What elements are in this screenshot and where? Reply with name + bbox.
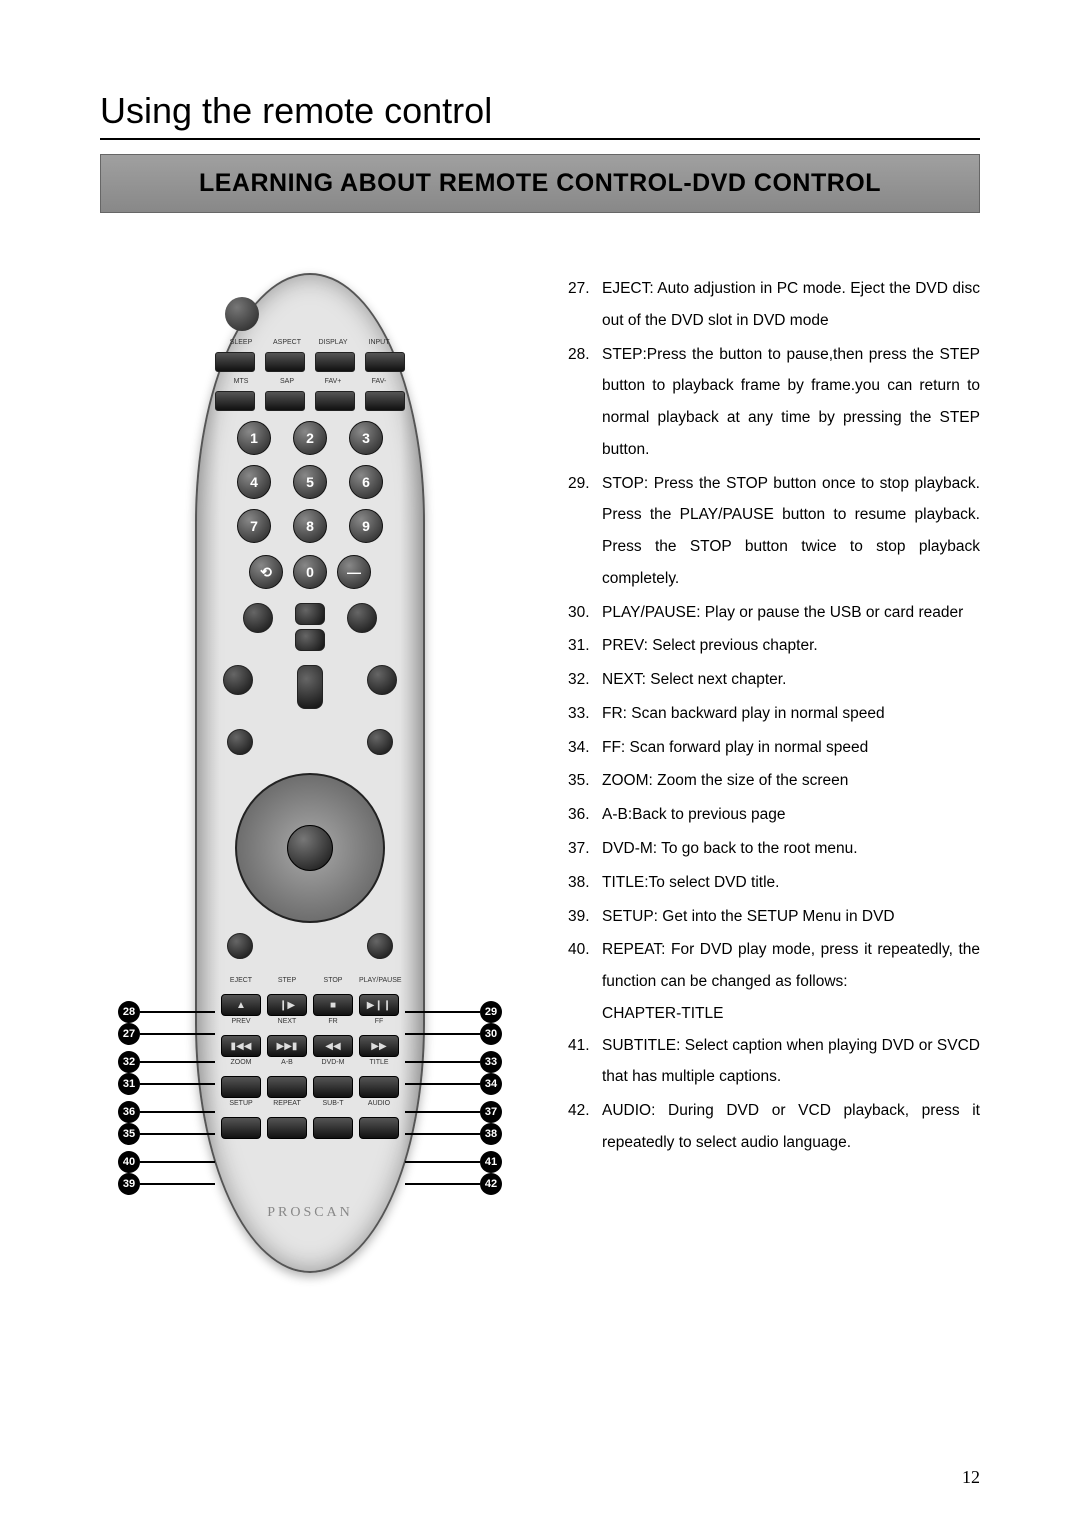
- dvd-title: [359, 1076, 399, 1098]
- sound-button: [347, 603, 377, 633]
- description-item: FR: Scan backward play in normal speed: [568, 698, 980, 730]
- callout-28: 28: [118, 1001, 140, 1023]
- callout-27: 27: [118, 1023, 140, 1045]
- description-item: SETUP: Get into the SETUP Menu in DVD: [568, 901, 980, 933]
- ch-down: [295, 629, 325, 651]
- description-item: PREV: Select previous chapter.: [568, 630, 980, 662]
- dvd-zoom: [221, 1076, 261, 1098]
- description-item: EJECT: Auto adjustion in PC mode. Eject …: [568, 273, 980, 337]
- ch-up: [295, 603, 325, 625]
- dvd-audio: [359, 1117, 399, 1139]
- callout-33: 33: [480, 1051, 502, 1073]
- vol-rocker: [297, 665, 323, 709]
- description-item: NEXT: Select next chapter.: [568, 664, 980, 696]
- callout-40: 40: [118, 1151, 140, 1173]
- description-item: PLAY/PAUSE: Play or pause the USB or car…: [568, 597, 980, 629]
- description-item: REPEAT: For DVD play mode, press it repe…: [568, 934, 980, 998]
- dvd-subt: [313, 1117, 353, 1139]
- numpad-2: 2: [293, 421, 327, 455]
- dvd-repeat: [267, 1117, 307, 1139]
- freeze-button: [223, 665, 253, 695]
- callout-34: 34: [480, 1073, 502, 1095]
- dvd-stop: ■: [313, 994, 353, 1016]
- numpad-aux: —: [337, 555, 371, 589]
- remote-diagram: SLEEPASPECTDISPLAYINPUT MTSSAPFAV+FAV- 1…: [195, 273, 425, 1273]
- dvd-step: ❙▶: [267, 994, 307, 1016]
- rect-button: [315, 391, 355, 411]
- callout-30: 30: [480, 1023, 502, 1045]
- mute-button: [367, 665, 397, 695]
- description-item: FF: Scan forward play in normal speed: [568, 732, 980, 764]
- numpad-5: 5: [293, 465, 327, 499]
- description-item: TITLE:To select DVD title.: [568, 867, 980, 899]
- callout-41: 41: [480, 1151, 502, 1173]
- rect-button: [215, 352, 255, 372]
- numpad-4: 4: [237, 465, 271, 499]
- dvd-prev: ▮◀◀: [221, 1035, 261, 1057]
- dvd-setup: [221, 1117, 261, 1139]
- power-button: [225, 297, 259, 331]
- rect-button: [265, 352, 305, 372]
- numpad-3: 3: [349, 421, 383, 455]
- rect-button: [365, 352, 405, 372]
- callout-36: 36: [118, 1101, 140, 1123]
- callout-38: 38: [480, 1123, 502, 1145]
- callout-31: 31: [118, 1073, 140, 1095]
- callout-32: 32: [118, 1051, 140, 1073]
- description-item: SUBTITLE: Select caption when playing DV…: [568, 1030, 980, 1094]
- callout-42: 42: [480, 1173, 502, 1195]
- rect-button: [315, 352, 355, 372]
- rect-button: [365, 391, 405, 411]
- rect-button: [265, 391, 305, 411]
- dvd-section: EJECTSTEPSTOPPLAY/PAUSE ▲❙▶■▶❙❙ PREVNEXT…: [213, 977, 407, 1139]
- numpad-8: 8: [293, 509, 327, 543]
- description-list: EJECT: Auto adjustion in PC mode. Eject …: [568, 273, 980, 1159]
- menu-button: [367, 933, 393, 959]
- description-item: STOP: Press the STOP button once to stop…: [568, 468, 980, 595]
- description-item: ZOOM: Zoom the size of the screen: [568, 765, 980, 797]
- brand-label: PROSCAN: [197, 1205, 423, 1221]
- callout-35: 35: [118, 1123, 140, 1145]
- dvd-fr: ◀◀: [313, 1035, 353, 1057]
- vol-down: [243, 603, 273, 633]
- numpad-9: 9: [349, 509, 383, 543]
- description-item: STEP:Press the button to pause,then pres…: [568, 339, 980, 466]
- rect-button: [215, 391, 255, 411]
- content-area: SLEEPASPECTDISPLAYINPUT MTSSAPFAV+FAV- 1…: [100, 273, 980, 1273]
- description-item: A-B:Back to previous page: [568, 799, 980, 831]
- numpad-6: 6: [349, 465, 383, 499]
- epg-button: [227, 729, 253, 755]
- dvd-playpause: ▶❙❙: [359, 994, 399, 1016]
- description-subline: CHAPTER-TITLE: [568, 998, 980, 1030]
- section-banner: LEARNING ABOUT REMOTE CONTROL-DVD CONTRO…: [100, 154, 980, 213]
- dvd-ff: ▶▶: [359, 1035, 399, 1057]
- numpad-1: 1: [237, 421, 271, 455]
- description-item: AUDIO: During DVD or VCD playback, press…: [568, 1095, 980, 1159]
- dvd-eject: ▲: [221, 994, 261, 1016]
- dvd-dvdm: [313, 1076, 353, 1098]
- description-column: EJECT: Auto adjustion in PC mode. Eject …: [568, 273, 980, 1161]
- numpad-7: 7: [237, 509, 271, 543]
- dtv-button: [367, 729, 393, 755]
- dvd-next: ▶▶▮: [267, 1035, 307, 1057]
- exit-button: [227, 933, 253, 959]
- description-item: DVD-M: To go back to the root menu.: [568, 833, 980, 865]
- callout-39: 39: [118, 1173, 140, 1195]
- callout-37: 37: [480, 1101, 502, 1123]
- numpad-aux: ⟲: [249, 555, 283, 589]
- dpad: [235, 773, 385, 923]
- dvd-ab: [267, 1076, 307, 1098]
- numpad-aux: 0: [293, 555, 327, 589]
- page-title: Using the remote control: [100, 90, 980, 140]
- callout-29: 29: [480, 1001, 502, 1023]
- remote-column: SLEEPASPECTDISPLAYINPUT MTSSAPFAV+FAV- 1…: [100, 273, 520, 1273]
- page-number: 12: [962, 1467, 980, 1488]
